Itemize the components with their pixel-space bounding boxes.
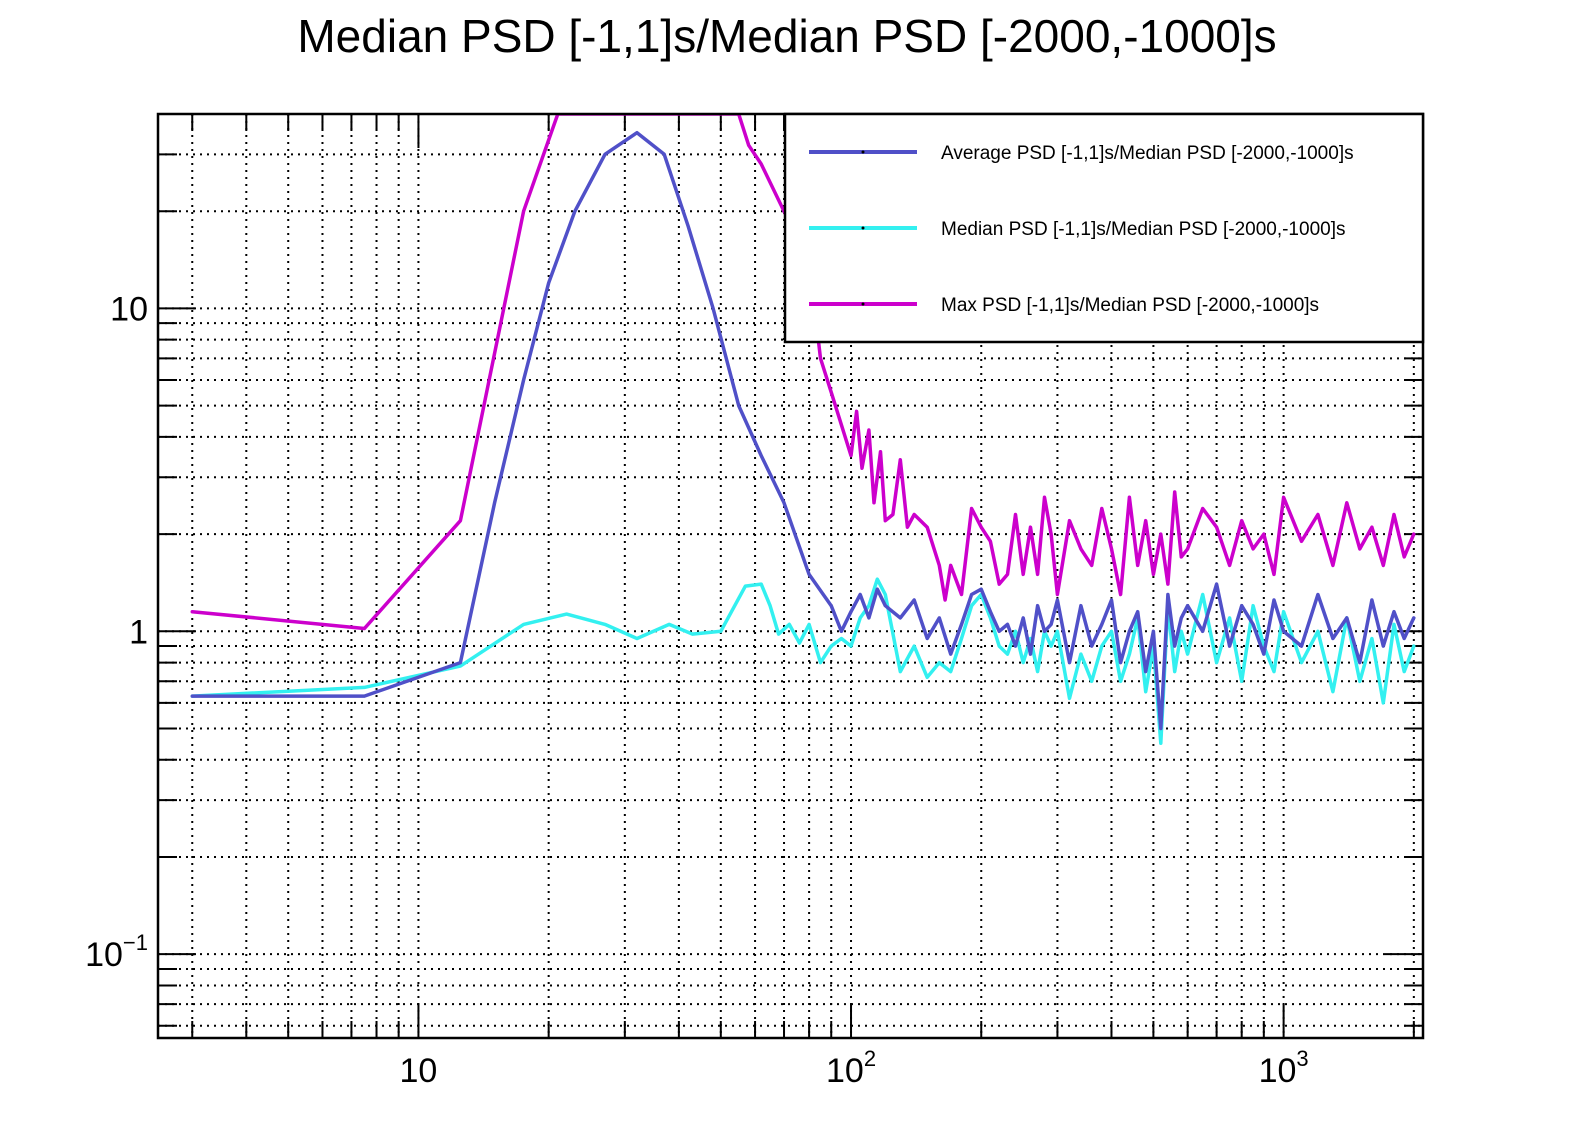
x-tick-label-exponent: 2 bbox=[864, 1046, 876, 1071]
y-tick-label: 1 bbox=[129, 613, 148, 651]
legend-marker bbox=[861, 226, 865, 230]
legend-marker bbox=[861, 150, 865, 154]
chart-title: Median PSD [-1,1]s/Median PSD [-2000,-10… bbox=[297, 10, 1276, 62]
legend-label: Median PSD [-1,1]s/Median PSD [-2000,-10… bbox=[941, 219, 1345, 240]
x-tick-label-base: 10 bbox=[826, 1052, 864, 1090]
y-tick-label-base: 1 bbox=[129, 613, 148, 651]
x-tick-label-exponent: 3 bbox=[1296, 1046, 1308, 1071]
y-tick-label-base: 10 bbox=[110, 290, 148, 328]
x-tick-label-base: 10 bbox=[400, 1052, 438, 1090]
y-tick-label-exponent: −1 bbox=[123, 930, 148, 955]
y-tick-label: 10−1 bbox=[85, 930, 148, 974]
series-line-1 bbox=[190, 577, 1416, 746]
x-tick-label-base: 10 bbox=[1259, 1052, 1297, 1090]
legend-marker bbox=[861, 302, 865, 306]
legend-label: Max PSD [-1,1]s/Median PSD [-2000,-1000]… bbox=[941, 295, 1319, 316]
series-line-2 bbox=[190, 130, 1416, 731]
y-tick-label: 10 bbox=[110, 290, 148, 328]
y-tick-label-base: 10 bbox=[85, 936, 123, 974]
series-line-0 bbox=[190, 114, 1416, 631]
x-tick-label: 10 bbox=[400, 1052, 438, 1090]
legend: Average PSD [-1,1]s/Median PSD [-2000,-1… bbox=[783, 112, 1425, 344]
x-tick-label: 102 bbox=[826, 1046, 876, 1090]
legend-label: Average PSD [-1,1]s/Median PSD [-2000,-1… bbox=[941, 143, 1354, 164]
x-tick-label: 103 bbox=[1259, 1046, 1309, 1090]
grid bbox=[158, 113, 1423, 1038]
plot-area bbox=[190, 114, 1416, 746]
